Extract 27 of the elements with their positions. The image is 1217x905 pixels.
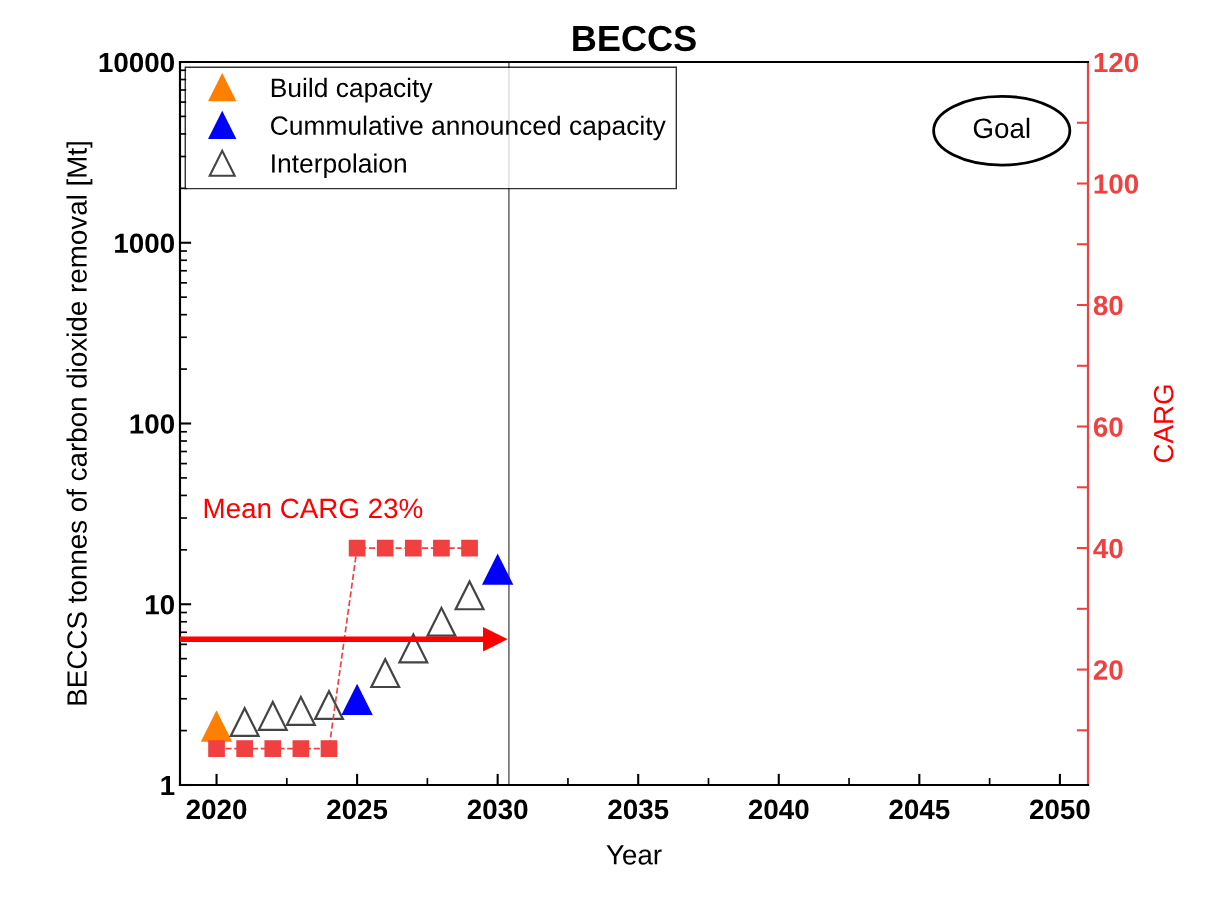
y-tick-label: 10000 bbox=[99, 52, 175, 73]
x-tick-label: 2025 bbox=[327, 799, 388, 820]
y-axis-title: BECCS tonnes of carbon dioxide removal [Mt] bbox=[66, 142, 93, 705]
x-tick-label: 2020 bbox=[186, 799, 247, 820]
legend-label: Cummulative announced capacity bbox=[271, 115, 666, 141]
y2-tick-label: 100 bbox=[1094, 174, 1139, 194]
chart-title: BECCS bbox=[573, 25, 696, 52]
x-tick-label: 2035 bbox=[608, 799, 669, 820]
y-tick-label: 1000 bbox=[115, 233, 175, 254]
x-axis-title: Year bbox=[606, 845, 662, 865]
y-tick-label: 100 bbox=[130, 414, 174, 434]
y2-tick-label: 20 bbox=[1093, 660, 1123, 680]
ref-line-label: Mean CARG 23% bbox=[204, 498, 423, 519]
y-tick-label: 10 bbox=[145, 594, 174, 615]
x-tick-label: 2050 bbox=[1029, 799, 1090, 820]
y2-tick-label: 40 bbox=[1093, 538, 1123, 559]
x-tick-label: 2030 bbox=[467, 799, 528, 820]
y2-tick-label: 80 bbox=[1093, 295, 1123, 316]
y-tick-label: 1 bbox=[161, 775, 175, 796]
x-tick-label: 2040 bbox=[748, 799, 809, 820]
legend-label: Interpolaion bbox=[272, 153, 406, 179]
y2-tick-label: 60 bbox=[1093, 417, 1123, 437]
legend-label: Build capacity bbox=[271, 77, 433, 103]
annotation: Goal bbox=[973, 117, 1030, 139]
y2-tick-label: 120 bbox=[1094, 52, 1139, 73]
x-tick-label: 2045 bbox=[889, 799, 950, 820]
y2-axis-title: CARG bbox=[1153, 385, 1174, 463]
